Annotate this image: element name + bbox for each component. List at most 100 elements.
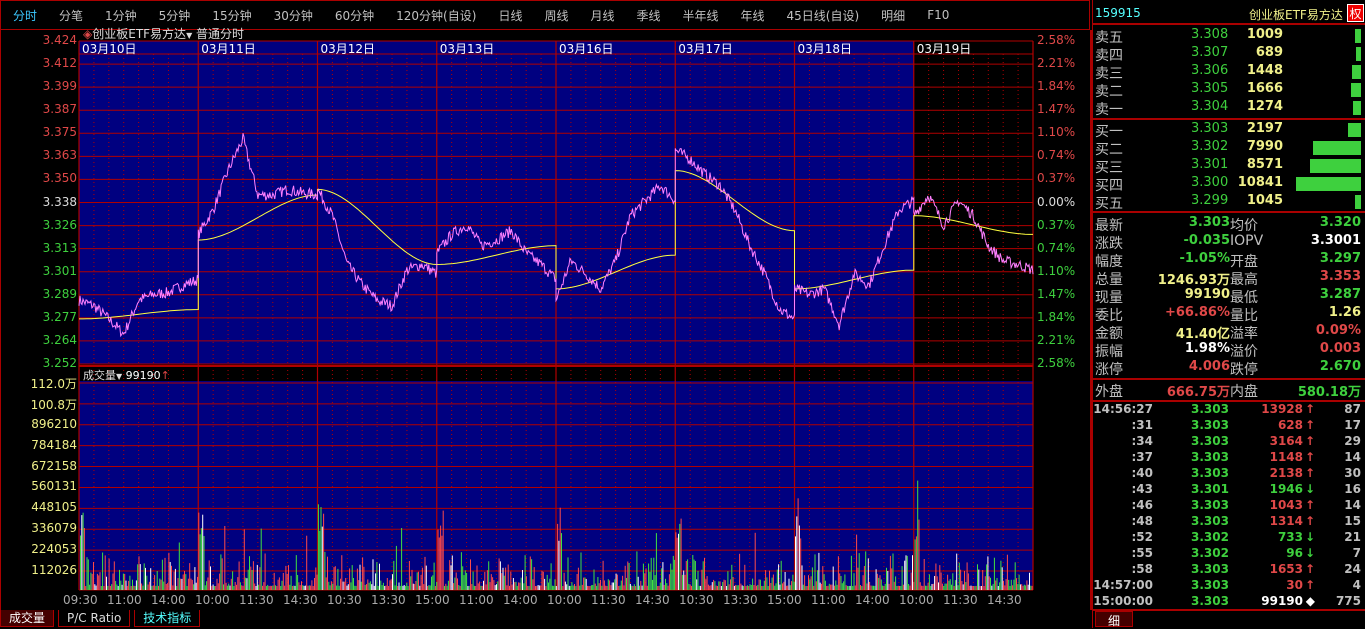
period-tab[interactable]: 60分钟 (334, 8, 375, 23)
volume-bar (203, 536, 205, 590)
period-tab[interactable]: 季线 (636, 8, 661, 23)
volume-bar (770, 583, 772, 590)
volume-bar (813, 585, 815, 590)
volume-bar (558, 540, 560, 590)
dropdown-arrow-icon[interactable]: ▼ (116, 372, 123, 381)
volume-bar (580, 552, 582, 590)
volume-bar (899, 586, 900, 590)
volume-bar (836, 584, 838, 590)
volume-bar (416, 572, 418, 590)
time-tick-label: 14:00 (503, 593, 538, 607)
volume-bar (390, 579, 392, 590)
tick-time: :52 (1131, 530, 1154, 544)
volume-bar (896, 586, 898, 590)
volume-header[interactable]: 成交量▼ 99190↑ (83, 367, 170, 383)
period-tab[interactable]: 年线 (740, 8, 765, 23)
chart-mode[interactable]: 普通分时 (196, 27, 245, 41)
tick-row: :48 3.303 1314 ↑ 15 (1095, 514, 1363, 530)
quote-panel: 159915 创业板ETF易方达权卖五 3.308 1009 卖四 3.307 689 卖三 3… (1092, 0, 1365, 628)
volume-bar (312, 586, 314, 590)
period-tab[interactable]: 明细 (881, 8, 906, 23)
volume-bar (723, 579, 725, 590)
volume-bar (769, 570, 770, 590)
volume-bar (260, 528, 262, 590)
volume-bar (187, 578, 189, 590)
volume-bar (601, 585, 603, 590)
period-tab[interactable]: 日线 (498, 8, 523, 23)
volume-bar (957, 585, 959, 590)
bottom-tab-1[interactable]: P/C Ratio (58, 610, 131, 627)
volume-bar (986, 564, 988, 590)
period-tab[interactable]: 半年线 (682, 8, 719, 23)
volume-bar (304, 585, 306, 590)
order-book-row: 买五 3.299 1045 (1095, 193, 1363, 212)
price-tick-label: 3.301 (42, 263, 77, 278)
volume-bar (197, 576, 198, 590)
period-tab[interactable]: F10 (927, 8, 950, 22)
volume-bar (152, 585, 154, 590)
tick-volume: 628 (1277, 418, 1303, 432)
intraday-chart[interactable] (1, 30, 1091, 610)
bottom-tab-0[interactable]: 成交量 (0, 610, 55, 627)
chart-header[interactable]: ◈创业板ETF易方达▼ 普通分时 (83, 25, 244, 42)
volume-bar (334, 566, 336, 590)
volume-bar (904, 560, 906, 590)
volume-bar (596, 585, 598, 590)
period-tab[interactable]: 分笔 (59, 8, 84, 23)
tick-count: 14 (1344, 450, 1361, 464)
volume-bar (808, 575, 809, 590)
volume-bar (269, 585, 271, 590)
volume-bar (837, 556, 839, 590)
volume-bar (255, 586, 257, 590)
volume-bar (241, 585, 243, 590)
period-tab[interactable]: 周线 (544, 8, 569, 23)
detail-tab[interactable]: 细 (1095, 611, 1133, 628)
time-tick-label: 14:00 (855, 593, 890, 607)
volume-bar (740, 583, 742, 590)
tick-time: :34 (1131, 434, 1154, 448)
volume-bar (87, 559, 89, 590)
volume-bar (761, 585, 763, 590)
period-tab[interactable]: 分时 (13, 8, 38, 23)
rights-badge[interactable]: 权 (1347, 4, 1364, 22)
period-tab[interactable]: 30分钟 (273, 8, 313, 23)
volume-bar (403, 585, 405, 590)
volume-bar (668, 574, 670, 590)
volume-bar (316, 574, 318, 590)
volume-bar (485, 584, 487, 590)
volume-bar (667, 585, 669, 590)
period-tab[interactable]: 5分钟 (158, 8, 191, 23)
period-tab[interactable]: 15分钟 (212, 8, 252, 23)
volume-bar (1004, 585, 1006, 590)
volume-bar (359, 564, 361, 590)
volume-bar (477, 583, 479, 590)
volume-bar (451, 555, 453, 590)
bottom-tabs: 成交量 P/C Ratio 技术指标 (0, 610, 204, 628)
dropdown-arrow-icon[interactable]: ▼ (186, 31, 193, 40)
period-tab[interactable]: 45日线(自设) (786, 8, 860, 23)
volume-bar (372, 559, 374, 590)
date-label: 03月18日 (797, 42, 853, 56)
volume-bar (818, 552, 820, 590)
volume-bar (388, 586, 390, 590)
volume-bar (1022, 585, 1024, 590)
volume-bar (130, 586, 132, 590)
volume-bar (843, 581, 845, 590)
volume-bar (520, 577, 522, 590)
volume-bar (996, 578, 998, 590)
tick-price: 3.303 (1191, 450, 1229, 464)
tick-time: 14:57:00 (1093, 578, 1153, 592)
volume-bar (480, 585, 482, 590)
volume-bar (958, 562, 960, 590)
volume-bar (345, 578, 347, 590)
bottom-tab-2[interactable]: 技术指标 (134, 610, 201, 627)
volume-bar (732, 577, 734, 590)
period-tab[interactable]: 月线 (590, 8, 615, 23)
volume-tick-label: 112.0万 (30, 377, 77, 391)
period-tab[interactable]: 1分钟 (105, 8, 137, 23)
tick-volume: 99190 (1261, 594, 1303, 608)
volume-bar (109, 586, 111, 590)
volume-bar (133, 585, 135, 590)
period-tab[interactable]: 120分钟(自设) (396, 8, 477, 23)
volume-bar (490, 574, 492, 590)
